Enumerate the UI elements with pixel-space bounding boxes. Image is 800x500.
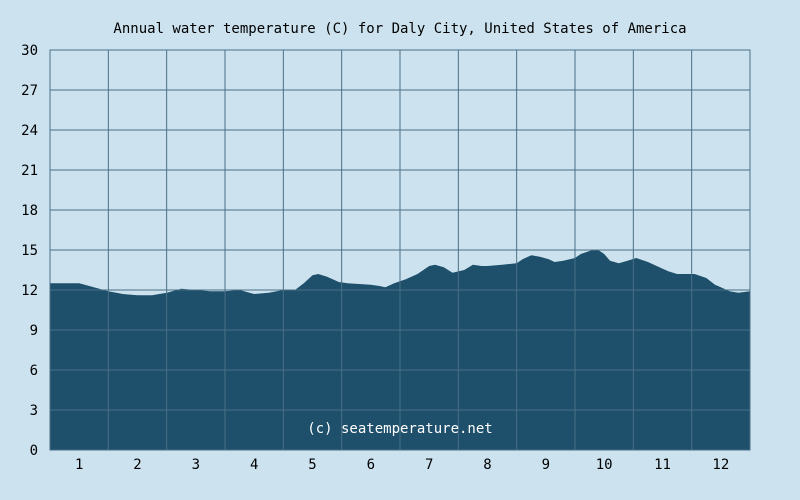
grid [49,49,751,451]
y-tick-label: 24 [21,123,38,139]
watermark-text: (c) seatemperature.net [307,421,492,437]
x-tick-label: 9 [542,457,550,473]
y-tick-label: 9 [30,323,38,339]
y-tick-label: 21 [21,163,38,179]
x-tick-label: 7 [425,457,433,473]
x-tick-label: 11 [654,457,671,473]
y-tick-label: 3 [30,403,38,419]
y-tick-label: 27 [21,83,38,99]
y-tick-label: 0 [30,443,38,459]
x-tick-label: 12 [712,457,729,473]
y-tick-label: 6 [30,363,38,379]
x-tick-label: 6 [367,457,375,473]
chart-title: Annual water temperature (C) for Daly Ci… [113,21,686,37]
x-tick-label: 10 [596,457,613,473]
x-tick-label: 8 [483,457,491,473]
x-tick-label: 4 [250,457,258,473]
y-tick-label: 18 [21,203,38,219]
x-tick-label: 2 [133,457,141,473]
x-tick-label: 3 [192,457,200,473]
y-tick-label: 30 [21,43,38,59]
x-tick-label: 1 [75,457,83,473]
y-axis: 0 3 6 9 12 15 18 21 24 27 30 [21,43,38,459]
x-axis: 1 2 3 4 5 6 7 8 9 10 11 12 [75,457,729,473]
x-tick-label: 5 [308,457,316,473]
y-tick-label: 12 [21,283,38,299]
y-tick-label: 15 [21,243,38,259]
